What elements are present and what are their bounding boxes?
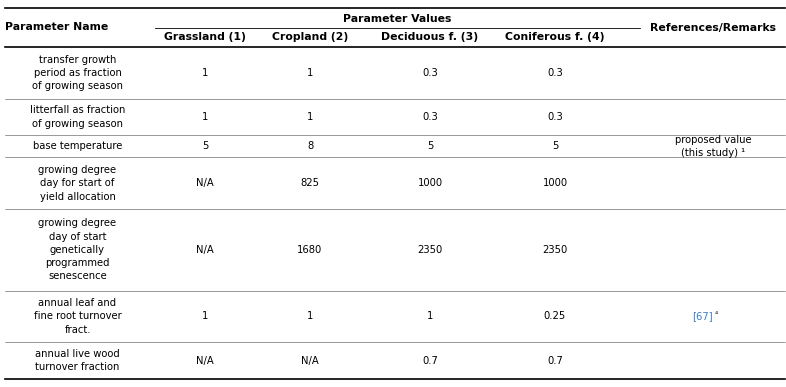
Text: annual live wood
turnover fraction: annual live wood turnover fraction (35, 349, 120, 372)
Text: 0.3: 0.3 (422, 68, 438, 78)
Text: base temperature: base temperature (33, 142, 122, 151)
Text: 5: 5 (552, 142, 558, 151)
Text: 1000: 1000 (542, 178, 567, 188)
Text: 0.7: 0.7 (422, 356, 438, 366)
Text: annual leaf and
fine root turnover
fract.: annual leaf and fine root turnover fract… (34, 298, 121, 334)
Text: 5: 5 (427, 142, 433, 151)
Text: 0.3: 0.3 (422, 112, 438, 122)
Text: Coniferous f. (4): Coniferous f. (4) (505, 32, 604, 42)
Text: Parameter Values: Parameter Values (343, 14, 452, 24)
Text: 0.25: 0.25 (544, 312, 566, 321)
Text: 1: 1 (307, 68, 313, 78)
Text: 2350: 2350 (417, 245, 443, 255)
Text: Grassland (1): Grassland (1) (164, 32, 246, 42)
Text: litterfall as fraction
of growing season: litterfall as fraction of growing season (30, 106, 125, 129)
Text: 1: 1 (202, 312, 208, 321)
Text: Deciduous f. (3): Deciduous f. (3) (381, 32, 479, 42)
Text: Cropland (2): Cropland (2) (272, 32, 348, 42)
Text: ⁴: ⁴ (715, 310, 718, 319)
Text: proposed value
(this study) ¹: proposed value (this study) ¹ (674, 135, 751, 158)
Text: 825: 825 (300, 178, 319, 188)
Text: growing degree
day of start
genetically
programmed
senescence: growing degree day of start genetically … (39, 218, 116, 281)
Text: N/A: N/A (196, 178, 214, 188)
Text: 1: 1 (307, 312, 313, 321)
Text: 0.3: 0.3 (547, 112, 563, 122)
Text: References/Remarks: References/Remarks (650, 22, 776, 33)
Text: 8: 8 (307, 142, 313, 151)
Text: N/A: N/A (301, 356, 319, 366)
Text: 1: 1 (202, 112, 208, 122)
Text: N/A: N/A (196, 356, 214, 366)
Text: 0.3: 0.3 (547, 68, 563, 78)
Text: 1: 1 (307, 112, 313, 122)
Text: 5: 5 (202, 142, 208, 151)
Text: 0.7: 0.7 (547, 356, 563, 366)
Text: Parameter Name: Parameter Name (5, 22, 108, 33)
Text: 2350: 2350 (542, 245, 567, 255)
Text: N/A: N/A (196, 245, 214, 255)
Text: 1: 1 (202, 68, 208, 78)
Text: transfer growth
period as fraction
of growing season: transfer growth period as fraction of gr… (32, 55, 123, 91)
Text: [67]: [67] (692, 312, 713, 321)
Text: 1000: 1000 (417, 178, 443, 188)
Text: growing degree
day for start of
yield allocation: growing degree day for start of yield al… (39, 165, 116, 202)
Text: 1: 1 (427, 312, 433, 321)
Text: 1680: 1680 (297, 245, 322, 255)
